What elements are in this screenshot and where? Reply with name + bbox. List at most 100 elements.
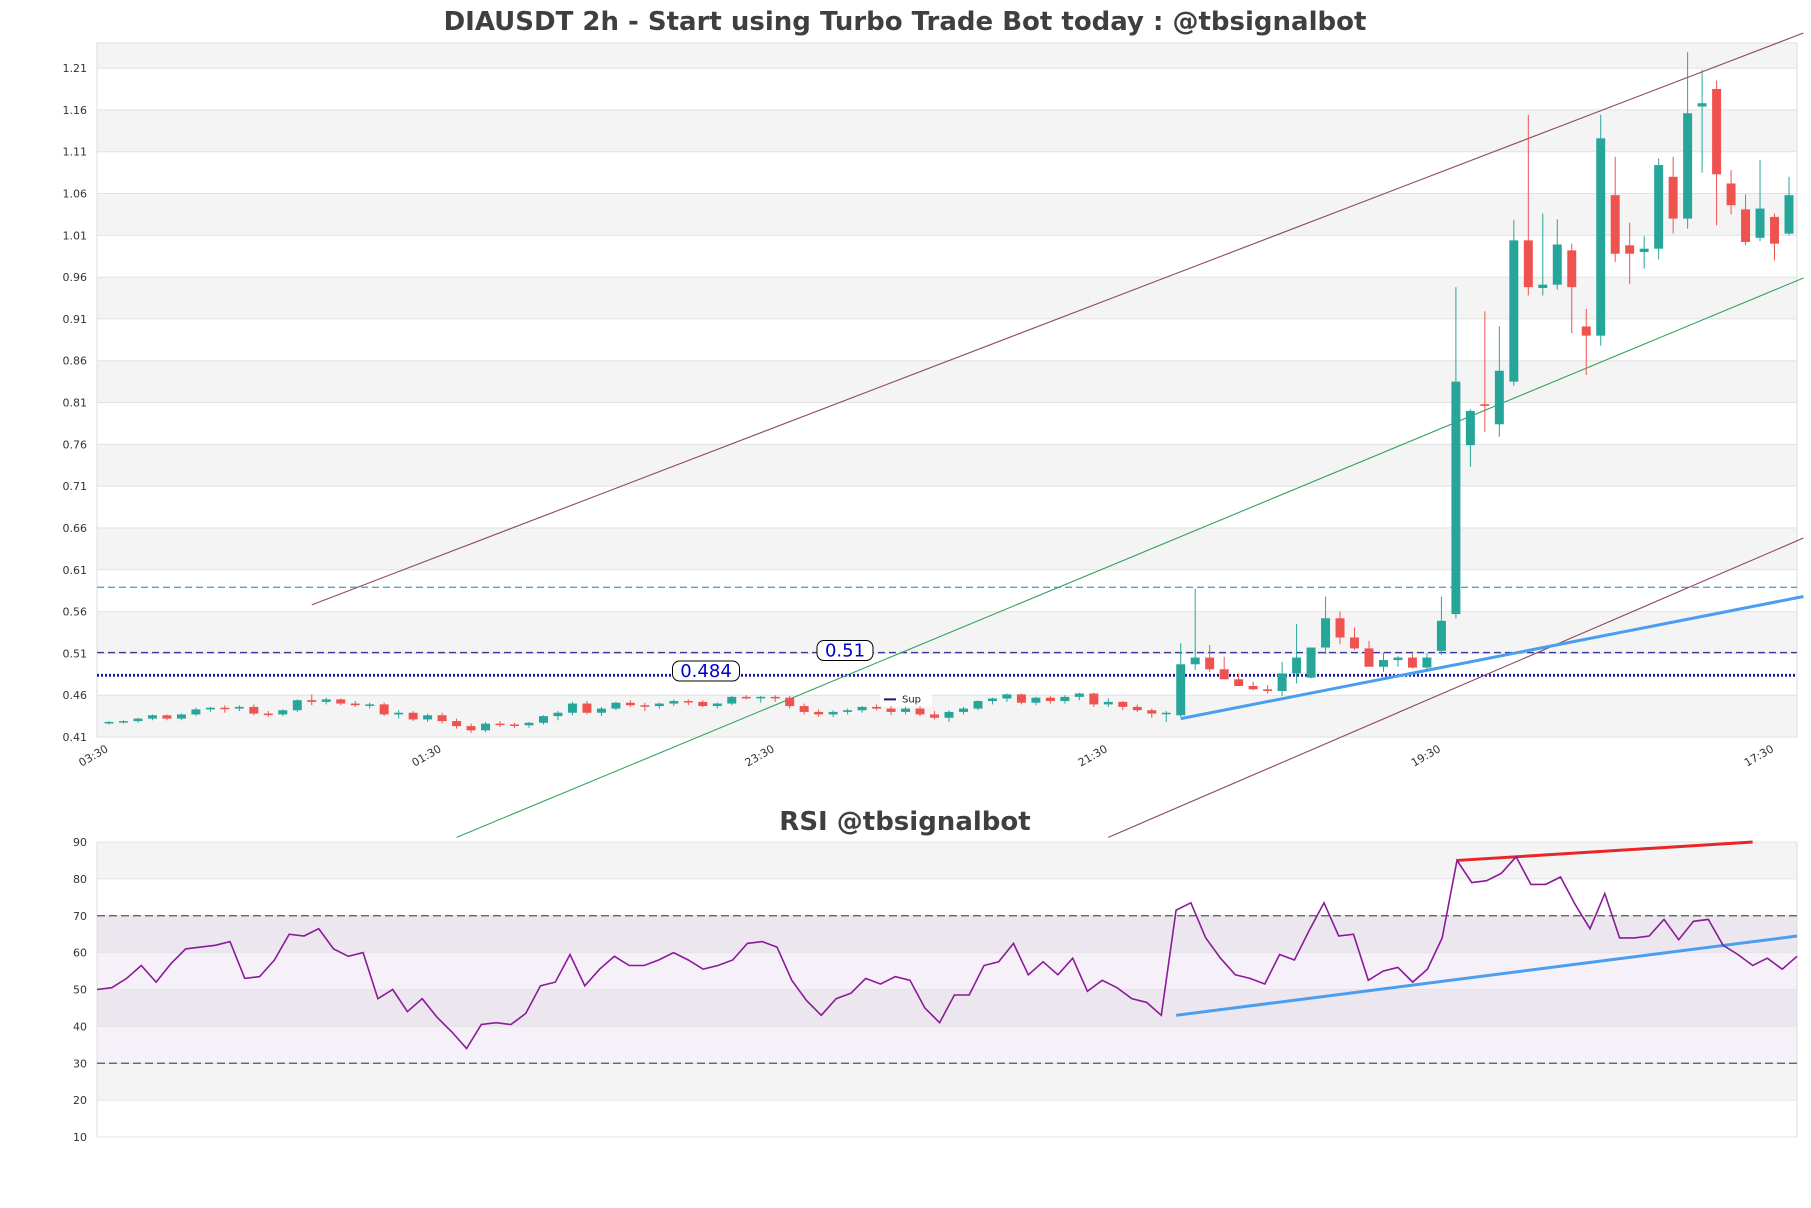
candle-body-up <box>958 708 968 712</box>
candle-body-up <box>1378 660 1388 667</box>
candle-body-up <box>669 701 679 704</box>
level-label-upper-box <box>816 640 874 662</box>
candle-body-up <box>1436 620 1446 651</box>
candle-body-up <box>118 721 128 723</box>
candle-body-down <box>1263 689 1273 692</box>
candle-body-down <box>408 712 418 720</box>
candle-body-down <box>582 703 592 713</box>
rsi-y-tick-label: 50 <box>73 984 87 997</box>
candle-body-up <box>423 715 433 720</box>
rsi-band <box>97 842 1797 879</box>
candle-body-down <box>1045 697 1055 702</box>
candle-body-up <box>394 712 404 715</box>
support-trend-line <box>1180 595 1804 721</box>
candle-body-up <box>133 718 143 722</box>
candle-body-down <box>1480 404 1490 406</box>
candle-body-down <box>915 708 925 715</box>
candle-body-down <box>1741 209 1751 243</box>
candle-body-down <box>379 704 389 715</box>
candle-body-up <box>567 703 577 713</box>
price-y-tick-label: 0.91 <box>63 313 88 326</box>
rsi-y-tick-label: 10 <box>73 1131 87 1144</box>
candle-body-down <box>625 702 635 706</box>
rsi-band <box>97 915 1797 953</box>
price-y-tick-label: 0.66 <box>63 522 88 535</box>
rsi-y-tick-label: 80 <box>73 873 87 886</box>
candle-body-up <box>365 704 375 706</box>
candle-body-up <box>1060 696 1070 702</box>
price-band <box>97 611 1797 654</box>
price-band <box>97 527 1797 570</box>
candle-body-down <box>1364 648 1374 667</box>
candle-body-up <box>1176 664 1186 716</box>
candle-body-up <box>987 698 997 702</box>
candle-body-up <box>1552 244 1562 285</box>
candle-body-up <box>712 703 722 707</box>
candle-body-down <box>1407 657 1417 668</box>
rsi-y-tick-label: 40 <box>73 1020 87 1033</box>
candle-body-up <box>1190 657 1200 665</box>
price-y-tick-label: 0.56 <box>63 606 88 619</box>
candle-body-up <box>828 711 838 715</box>
price-y-tick-label: 0.96 <box>63 271 88 284</box>
price-y-tick-label: 0.81 <box>63 397 88 410</box>
candle-body-down <box>220 707 230 710</box>
candle-body-up <box>1074 693 1084 697</box>
candle-body-down <box>307 700 317 702</box>
price-x-tick-label: 01:30 <box>410 742 444 769</box>
legend-label: Sup <box>902 694 921 705</box>
candle-body-down <box>799 706 809 712</box>
candle-body-down <box>1147 710 1157 714</box>
candle-body-up <box>1161 712 1171 715</box>
candle-body-down <box>1581 326 1591 336</box>
main-chart-title: DIAUSDT 2h - Start using Turbo Trade Bot… <box>444 7 1367 37</box>
candle-body-up <box>1596 138 1606 336</box>
candle-body-down <box>785 697 795 707</box>
rsi-series-line <box>96 855 1798 1050</box>
candle-body-up <box>292 700 302 711</box>
candle-body-up <box>1538 284 1548 288</box>
candle-body-up <box>1639 248 1649 253</box>
candle-body-down <box>263 713 273 716</box>
price-band <box>97 444 1797 487</box>
price-x-tick-label: 21:30 <box>1076 742 1110 769</box>
candle-body-up <box>553 712 563 717</box>
price-band <box>97 360 1797 403</box>
price-band <box>97 43 1797 69</box>
candle-body-down <box>1668 176 1678 219</box>
candle-body-down <box>683 701 693 703</box>
price-y-tick-label: 0.61 <box>63 564 88 577</box>
candle-body-up <box>1002 694 1012 699</box>
candle-body-up <box>857 706 867 711</box>
candle-body-down <box>336 699 346 704</box>
price-x-tick-label: 23:30 <box>743 742 777 769</box>
candle-body-up <box>1306 647 1316 678</box>
candle-body-down <box>437 715 447 722</box>
candle-body-down <box>1610 195 1620 254</box>
rsi-y-tick-label: 30 <box>73 1057 87 1070</box>
rsi-y-tick-label: 20 <box>73 1094 87 1107</box>
candle-body-up <box>321 699 331 702</box>
rsi-resistance-trend-line <box>1456 840 1753 862</box>
price-x-tick-label: 03:30 <box>77 742 111 769</box>
candle-body-up <box>481 723 491 731</box>
candle-body-up <box>1755 208 1765 238</box>
candle-body-up <box>1683 113 1693 219</box>
candle-body-down <box>1205 657 1215 670</box>
candle-body-down <box>930 714 940 718</box>
price-band <box>97 277 1797 319</box>
candle-body-down <box>1350 637 1360 649</box>
candle-body-up <box>843 710 853 712</box>
price-panel: 0.41 0.46 0.51 0.56 0.61 0.66 0.71 0.76 0.81 0.86… <box>63 32 1804 838</box>
candle-body-up <box>1654 165 1664 249</box>
candle-body-down <box>452 721 462 727</box>
candle-body-up <box>538 716 548 723</box>
upper-channel-line <box>311 32 1804 606</box>
price-y-tick-label: 0.46 <box>63 689 88 702</box>
rsi-panel: 10 20 30 40 50 60 70 80 90 <box>73 836 1798 1144</box>
rsi-y-tick-label: 70 <box>73 910 87 923</box>
candle-body-down <box>162 715 172 719</box>
candle-body-down <box>886 708 896 712</box>
candle-body-up <box>1494 370 1504 425</box>
